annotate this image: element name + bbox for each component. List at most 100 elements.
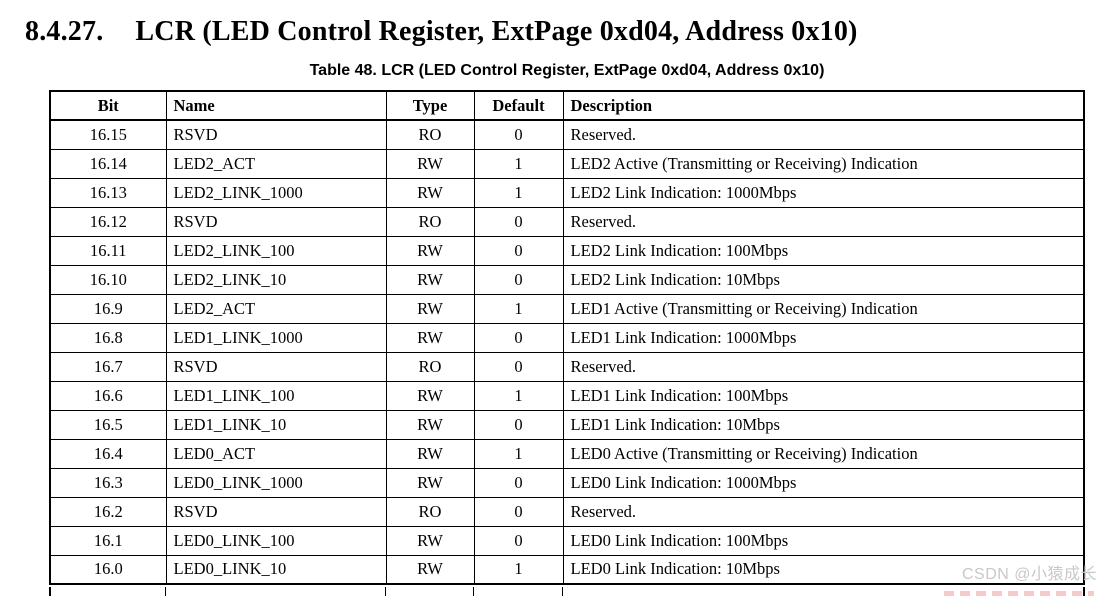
cell-default: 0 <box>473 351 564 382</box>
table-row: 16.14 LED2_ACT RW 1 LED2 Active (Transmittin… <box>49 148 1085 179</box>
cell-description: LED0 Link Indication: 1000Mbps <box>562 467 1085 498</box>
cell-name: LED1_LINK_10 <box>165 409 387 440</box>
cell-description: LED0 Link Indication: 10Mbps <box>562 554 1085 585</box>
cell-type: RW <box>385 264 475 295</box>
cell-description: Reserved. <box>562 496 1085 527</box>
cell-default: 1 <box>473 380 564 411</box>
table-row: 16.12 RSVD RO 0 Reserved. <box>49 206 1085 237</box>
cell-default: 0 <box>473 525 564 556</box>
table-row: 16.8 LED1_LINK_1000 RW 0 LED1 Link Indicatio… <box>49 322 1085 353</box>
cell-type: RW <box>385 293 475 324</box>
cell-bit: 16.0 <box>49 554 167 585</box>
table-row: 16.6 LED1_LINK_100 RW 1 LED1 Link Indication… <box>49 380 1085 411</box>
cell-type: RO <box>385 119 475 150</box>
cell-bit: 16.8 <box>49 322 167 353</box>
cell-type: RW <box>385 235 475 266</box>
cell-name: RSVD <box>165 119 387 150</box>
cell-description: LED0 Link Indication: 100Mbps <box>562 525 1085 556</box>
cell-description: Reserved. <box>562 206 1085 237</box>
cell-bit: 16.11 <box>49 235 167 266</box>
cell-name: LED2_LINK_10 <box>165 264 387 295</box>
cell-name: RSVD <box>165 496 387 527</box>
cell-name: LED0_LINK_1000 <box>165 467 387 498</box>
cell-bit: 16.10 <box>49 264 167 295</box>
cell-default: 0 <box>473 206 564 237</box>
cell-name: RSVD <box>165 351 387 382</box>
cell-name: LED0_ACT <box>165 438 387 469</box>
cell-default: 0 <box>473 119 564 150</box>
cell-default: 0 <box>473 235 564 266</box>
cell-type: RO <box>385 351 475 382</box>
cell-name: LED2_ACT <box>165 148 387 179</box>
cell-description: LED2 Link Indication: 100Mbps <box>562 235 1085 266</box>
table-row: 16.0 LED0_LINK_10 RW 1 LED0 Link Indication:… <box>49 554 1085 585</box>
cell-description: LED2 Link Indication: 10Mbps <box>562 264 1085 295</box>
cell-default: 1 <box>473 438 564 469</box>
cell-default: 1 <box>473 177 564 208</box>
cell-description: LED1 Active (Transmitting or Receiving) … <box>562 293 1085 324</box>
cell-description: LED2 Link Indication: 1000Mbps <box>562 177 1085 208</box>
column-header-type: Type <box>385 90 475 121</box>
watermark: CSDN @小猿成长 <box>961 566 1097 583</box>
cell-type: RW <box>385 525 475 556</box>
cell-type: RW <box>385 322 475 353</box>
table-row: 16.3 LED0_LINK_1000 RW 0 LED0 Link Indicatio… <box>49 467 1085 498</box>
cell-name: LED2_ACT <box>165 293 387 324</box>
cell-bit: 16.15 <box>49 119 167 150</box>
cell-default: 0 <box>473 322 564 353</box>
cell-type: RW <box>385 467 475 498</box>
cell-name: LED0_LINK_10 <box>165 554 387 585</box>
column-header-default: Default <box>473 90 564 121</box>
table-row: 16.1 LED0_LINK_100 RW 0 LED0 Link Indication… <box>49 525 1085 556</box>
continuation-cell <box>51 587 166 596</box>
cell-bit: 16.3 <box>49 467 167 498</box>
cell-default: 1 <box>473 293 564 324</box>
continuation-cell <box>386 587 474 596</box>
cell-default: 1 <box>473 148 564 179</box>
cell-name: RSVD <box>165 206 387 237</box>
cell-type: RW <box>385 148 475 179</box>
register-table: Bit Name Type Default Description 16.15 RSVD R… <box>49 90 1085 585</box>
table-row: 16.2 RSVD RO 0 Reserved. <box>49 496 1085 527</box>
cell-default: 0 <box>473 467 564 498</box>
cell-bit: 16.5 <box>49 409 167 440</box>
cell-name: LED2_LINK_1000 <box>165 177 387 208</box>
cell-name: LED0_LINK_100 <box>165 525 387 556</box>
cell-type: RW <box>385 177 475 208</box>
column-header-bit: Bit <box>49 90 167 121</box>
cell-description: LED1 Link Indication: 100Mbps <box>562 380 1085 411</box>
table-row: 16.10 LED2_LINK_10 RW 0 LED2 Link Indication… <box>49 264 1085 295</box>
column-header-description: Description <box>562 90 1085 121</box>
table-row: 16.5 LED1_LINK_10 RW 0 LED1 Link Indication:… <box>49 409 1085 440</box>
table-header-row: Bit Name Type Default Description <box>49 90 1085 121</box>
section-heading: 8.4.27. LCR (LED Control Register, ExtPa… <box>25 16 858 48</box>
cell-default: 1 <box>473 554 564 585</box>
watermark-partial-line <box>944 591 1094 596</box>
cell-type: RW <box>385 438 475 469</box>
cell-bit: 16.4 <box>49 438 167 469</box>
cell-description: Reserved. <box>562 351 1085 382</box>
cell-name: LED1_LINK_100 <box>165 380 387 411</box>
cell-default: 0 <box>473 496 564 527</box>
cell-type: RO <box>385 496 475 527</box>
column-header-name: Name <box>165 90 387 121</box>
cell-bit: 16.9 <box>49 293 167 324</box>
table-row: 16.9 LED2_ACT RW 1 LED1 Active (Transmitting… <box>49 293 1085 324</box>
section-title: LCR (LED Control Register, ExtPage 0xd04… <box>135 16 858 47</box>
section-number: 8.4.27. <box>25 16 104 47</box>
cell-bit: 16.12 <box>49 206 167 237</box>
continuation-cell <box>166 587 386 596</box>
cell-name: LED1_LINK_1000 <box>165 322 387 353</box>
table-row: 16.7 RSVD RO 0 Reserved. <box>49 351 1085 382</box>
cell-default: 0 <box>473 409 564 440</box>
table-row: 16.4 LED0_ACT RW 1 LED0 Active (Transmitting… <box>49 438 1085 469</box>
cell-bit: 16.7 <box>49 351 167 382</box>
table-row: 16.13 LED2_LINK_1000 RW 1 LED2 Link Indicati… <box>49 177 1085 208</box>
table-continuation-clipped <box>49 587 1085 596</box>
cell-default: 0 <box>473 264 564 295</box>
cell-name: LED2_LINK_100 <box>165 235 387 266</box>
cell-bit: 16.6 <box>49 380 167 411</box>
cell-description: LED1 Link Indication: 1000Mbps <box>562 322 1085 353</box>
table-row: 16.11 LED2_LINK_100 RW 0 LED2 Link Indicatio… <box>49 235 1085 266</box>
